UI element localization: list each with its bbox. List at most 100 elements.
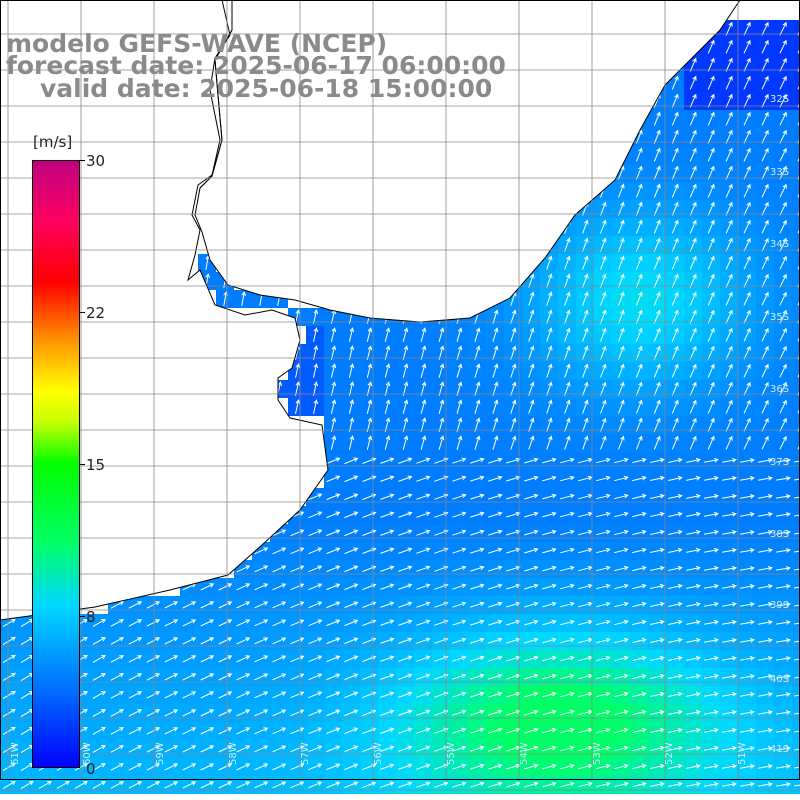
wind-arrow: [596, 763, 611, 770]
wind-arrow: [542, 709, 557, 716]
wind-arrow: [110, 637, 125, 645]
wind-arrow: [488, 583, 503, 590]
wind-arrow: [200, 601, 215, 609]
wind-arrow: [326, 493, 341, 501]
wind-speed-cell: [792, 632, 800, 650]
wind-arrow: [758, 512, 773, 517]
wind-arrow: [492, 435, 499, 450]
wind-arrow: [542, 583, 557, 590]
wind-arrow: [635, 381, 643, 396]
wind-arrow: [671, 273, 679, 288]
wind-arrow: [596, 673, 611, 680]
wind-arrow: [725, 417, 733, 432]
wind-arrow: [438, 345, 445, 360]
wind-arrow: [722, 512, 737, 517]
lon-label: 61W: [10, 742, 21, 765]
wind-arrow: [761, 75, 769, 90]
wind-speed-cell: [792, 650, 800, 668]
wind-arrow: [200, 745, 215, 753]
wind-arrow: [779, 273, 787, 288]
wind-arrow: [366, 363, 373, 378]
wind-arrow: [110, 691, 125, 699]
wind-arrow: [779, 75, 787, 90]
wind-arrow: [743, 237, 751, 252]
wind-arrow: [761, 327, 769, 342]
wind-arrow: [740, 566, 755, 571]
wind-arrow: [671, 165, 679, 180]
wind-arrow: [528, 291, 535, 306]
wind-arrow: [416, 565, 431, 572]
wind-arrow: [600, 201, 607, 216]
wind-arrow: [218, 691, 233, 699]
wind-arrow: [707, 363, 715, 378]
wind-arrow: [510, 309, 517, 324]
wind-arrow: [740, 458, 755, 463]
wind-arrow: [456, 381, 463, 396]
wind-arrow: [761, 21, 769, 36]
wind-arrow: [650, 493, 665, 499]
wind-arrow: [794, 550, 800, 553]
wind-arrow: [420, 417, 427, 432]
wind-arrow: [510, 345, 517, 360]
wind-arrow: [326, 601, 341, 609]
wind-speed-cell: [792, 542, 800, 560]
wind-arrow: [740, 584, 755, 589]
wind-arrow: [794, 784, 800, 787]
wind-arrow: [348, 327, 355, 342]
wind-arrow: [416, 457, 431, 464]
wind-arrow: [344, 511, 359, 519]
wind-arrow: [725, 237, 733, 252]
wind-arrow: [686, 655, 701, 661]
wind-arrow: [398, 691, 413, 698]
wind-arrow: [704, 601, 719, 607]
wind-arrow: [650, 583, 665, 589]
wind-arrow: [722, 638, 737, 643]
wind-arrow: [704, 565, 719, 571]
wind-arrow: [578, 781, 593, 788]
wind-arrow: [794, 748, 800, 751]
wind-arrow: [398, 547, 413, 554]
wind-arrow: [366, 327, 373, 342]
wind-arrow: [758, 674, 773, 679]
wind-arrow: [313, 381, 319, 396]
wind-arrow: [618, 435, 625, 450]
wind-arrow: [456, 327, 463, 342]
wind-arrow: [510, 363, 517, 378]
wind-arrow: [758, 530, 773, 535]
wind-arrow: [560, 745, 575, 752]
wind-arrow: [330, 435, 337, 450]
wind-arrow: [797, 101, 800, 108]
wind-arrow: [614, 619, 629, 626]
wind-arrow: [653, 147, 661, 162]
wind-arrow: [254, 547, 269, 555]
colorbar: [32, 160, 80, 768]
wind-arrow: [254, 745, 269, 753]
wind-arrow: [542, 745, 557, 752]
wind-arrow: [474, 327, 481, 342]
wind-arrow: [635, 147, 643, 162]
lon-label: 58W: [228, 742, 239, 765]
wind-arrow: [686, 493, 701, 499]
wind-arrow: [200, 637, 215, 645]
wind-arrow: [635, 183, 643, 198]
wind-arrow: [671, 363, 679, 378]
wind-arrow: [110, 709, 125, 717]
wind-arrow: [488, 709, 503, 716]
lat-label: 41S: [770, 744, 789, 755]
wind-arrow: [779, 201, 787, 216]
wind-arrow: [200, 673, 215, 681]
wind-arrow: [398, 655, 413, 662]
wind-speed-cell: [792, 668, 800, 686]
wind-speed-cell: [792, 146, 800, 164]
wind-arrow: [635, 255, 643, 270]
wind-arrow: [506, 691, 521, 698]
wind-arrow: [524, 493, 539, 500]
wind-arrow: [794, 532, 800, 535]
wind-arrow: [326, 745, 341, 753]
wind-arrow: [254, 619, 269, 627]
wind-arrow: [542, 673, 557, 680]
wind-arrow: [671, 93, 679, 108]
wind-arrow: [743, 75, 751, 90]
wind-arrow: [344, 457, 359, 465]
wind-arrow: [704, 619, 719, 625]
